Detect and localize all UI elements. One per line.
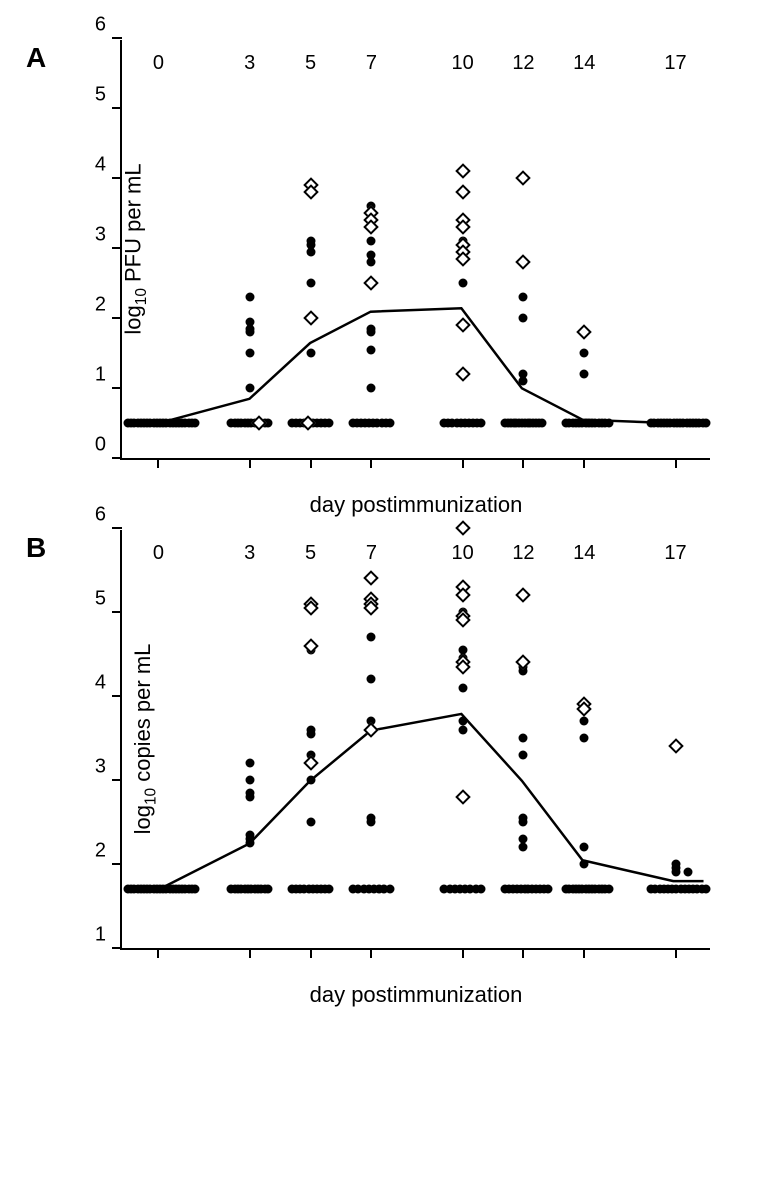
- panel-a: A log10 PFU per mL day postimmunization …: [20, 40, 748, 460]
- y-tick-label: 3: [76, 756, 106, 779]
- x-tick-label: 3: [244, 542, 255, 982]
- y-tick-label: 2: [76, 294, 106, 317]
- y-tick-label: 3: [76, 224, 106, 247]
- y-tick-label: 1: [76, 364, 106, 387]
- y-tick: [112, 247, 122, 249]
- y-tick-label: 5: [76, 588, 106, 611]
- x-tick-label: 12: [512, 52, 534, 492]
- y-tick-label: 1: [76, 924, 106, 947]
- y-tick: [112, 863, 122, 865]
- mean-line: [122, 530, 710, 948]
- x-tick-label: 17: [664, 52, 686, 492]
- x-tick-label: 5: [305, 52, 316, 492]
- data-point-open: [455, 520, 471, 536]
- x-tick-label: 7: [366, 52, 377, 492]
- y-tick-label: 6: [76, 504, 106, 527]
- data-point-filled: [537, 419, 546, 428]
- data-point-filled: [190, 419, 199, 428]
- chart-b: log10 copies per mL day postimmunization…: [120, 530, 710, 950]
- x-tick-label: 7: [366, 542, 377, 982]
- panel-b: B log10 copies per mL day postimmunizati…: [20, 530, 748, 950]
- data-point-filled: [701, 419, 710, 428]
- x-tick-label: 14: [573, 542, 595, 982]
- x-tick-label: 17: [664, 542, 686, 982]
- y-tick: [112, 457, 122, 459]
- y-tick: [112, 317, 122, 319]
- x-axis-label-b: day postimmunization: [310, 982, 523, 1008]
- data-point-filled: [324, 419, 333, 428]
- data-point-filled: [543, 885, 552, 894]
- y-tick: [112, 37, 122, 39]
- y-tick-label: 2: [76, 840, 106, 863]
- x-tick-label: 10: [451, 52, 473, 492]
- data-point-filled: [190, 885, 199, 894]
- x-tick-label: 10: [451, 542, 473, 982]
- y-tick: [112, 611, 122, 613]
- plot-area-b: [122, 530, 710, 948]
- data-point-filled: [476, 419, 485, 428]
- y-tick: [112, 177, 122, 179]
- y-tick: [112, 107, 122, 109]
- x-tick-label: 5: [305, 542, 316, 982]
- panel-a-label: A: [26, 42, 46, 74]
- y-tick-label: 5: [76, 84, 106, 107]
- x-tick-label: 0: [153, 52, 164, 492]
- y-tick: [112, 947, 122, 949]
- y-tick-label: 4: [76, 672, 106, 695]
- y-tick: [112, 527, 122, 529]
- mean-line: [122, 40, 710, 458]
- x-axis-label-a: day postimmunization: [310, 492, 523, 518]
- x-tick-label: 3: [244, 52, 255, 492]
- x-tick-label: 12: [512, 542, 534, 982]
- figure: A log10 PFU per mL day postimmunization …: [20, 40, 748, 950]
- y-tick-label: 0: [76, 434, 106, 457]
- data-point-filled: [604, 419, 613, 428]
- data-point-filled: [385, 885, 394, 894]
- panel-b-label: B: [26, 532, 46, 564]
- y-tick-label: 6: [76, 14, 106, 37]
- data-point-filled: [263, 885, 272, 894]
- data-point-filled: [604, 885, 613, 894]
- y-tick: [112, 779, 122, 781]
- data-point-filled: [476, 885, 485, 894]
- y-tick: [112, 387, 122, 389]
- x-tick-label: 0: [153, 542, 164, 982]
- x-tick-label: 14: [573, 52, 595, 492]
- chart-a: log10 PFU per mL day postimmunization 01…: [120, 40, 710, 460]
- data-point-filled: [701, 885, 710, 894]
- y-tick: [112, 695, 122, 697]
- y-tick-label: 4: [76, 154, 106, 177]
- data-point-filled: [324, 885, 333, 894]
- plot-area-a: [122, 40, 710, 458]
- data-point-filled: [385, 419, 394, 428]
